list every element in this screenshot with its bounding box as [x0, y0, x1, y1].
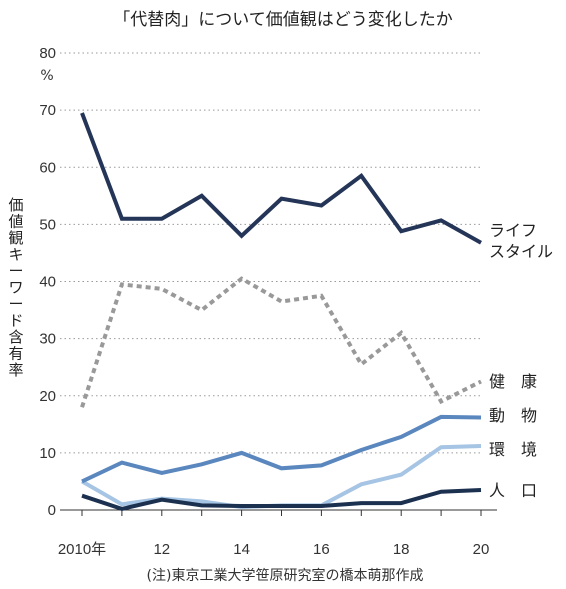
y-tick-label: 80	[39, 45, 56, 62]
y-axis-unit: %	[40, 68, 53, 84]
y-axis-label-char: ー	[8, 295, 23, 313]
y-axis-label-char: 価	[8, 196, 23, 214]
y-tick-label: 60	[39, 159, 56, 176]
y-axis-label-char: 有	[8, 345, 23, 363]
y-axis-label-char: キ	[8, 246, 23, 264]
x-tick-label: 18	[393, 541, 410, 558]
y-axis-label-char: ー	[8, 262, 23, 280]
x-tick-label: 20	[473, 541, 490, 558]
y-tick-label: 20	[39, 388, 56, 405]
series-label: 健 康	[489, 372, 537, 391]
source-note: (注)東京工業大学笹原研究室の橋本萌那作成	[147, 567, 424, 584]
x-tick-label: 12	[153, 541, 170, 558]
y-tick-label: 40	[39, 274, 56, 291]
y-axis-label-char: 含	[8, 328, 23, 346]
y-tick-label: 10	[39, 445, 56, 462]
series-line	[80, 276, 482, 408]
series-label: 環 境	[489, 440, 537, 459]
y-tick-label: 50	[39, 216, 56, 233]
x-axis: 2010年 12 14 16 18 20	[58, 509, 497, 558]
y-tick-label: 0	[48, 502, 56, 519]
series-label: スタイル	[489, 242, 553, 261]
x-tick-label: 14	[233, 541, 250, 558]
x-tick-label: 2010年	[58, 541, 106, 558]
series-label: 動 物	[489, 406, 537, 425]
series-line	[80, 112, 482, 245]
x-tick-label: 16	[313, 541, 330, 558]
y-axis-label-char: 値	[8, 213, 23, 231]
series-label: ライフ	[489, 221, 537, 240]
y-tick-label: 30	[39, 331, 56, 348]
y-tick-label: 70	[39, 102, 56, 119]
series-line	[81, 414, 482, 484]
series-lines	[80, 112, 482, 511]
y-axis-ticks: 0 10 20 30 40 50 60 70 80	[39, 45, 56, 519]
gridlines	[60, 52, 481, 454]
series-label: 人 口	[489, 481, 537, 500]
y-axis-label-char: ド	[8, 312, 23, 330]
y-axis-label-char: ワ	[8, 279, 23, 297]
y-axis-label-char: 率	[8, 361, 23, 379]
series-line	[81, 488, 482, 511]
chart-title: 「代替肉」について価値観はどう変化したか	[113, 10, 453, 30]
y-axis-label-char: 観	[8, 229, 23, 247]
